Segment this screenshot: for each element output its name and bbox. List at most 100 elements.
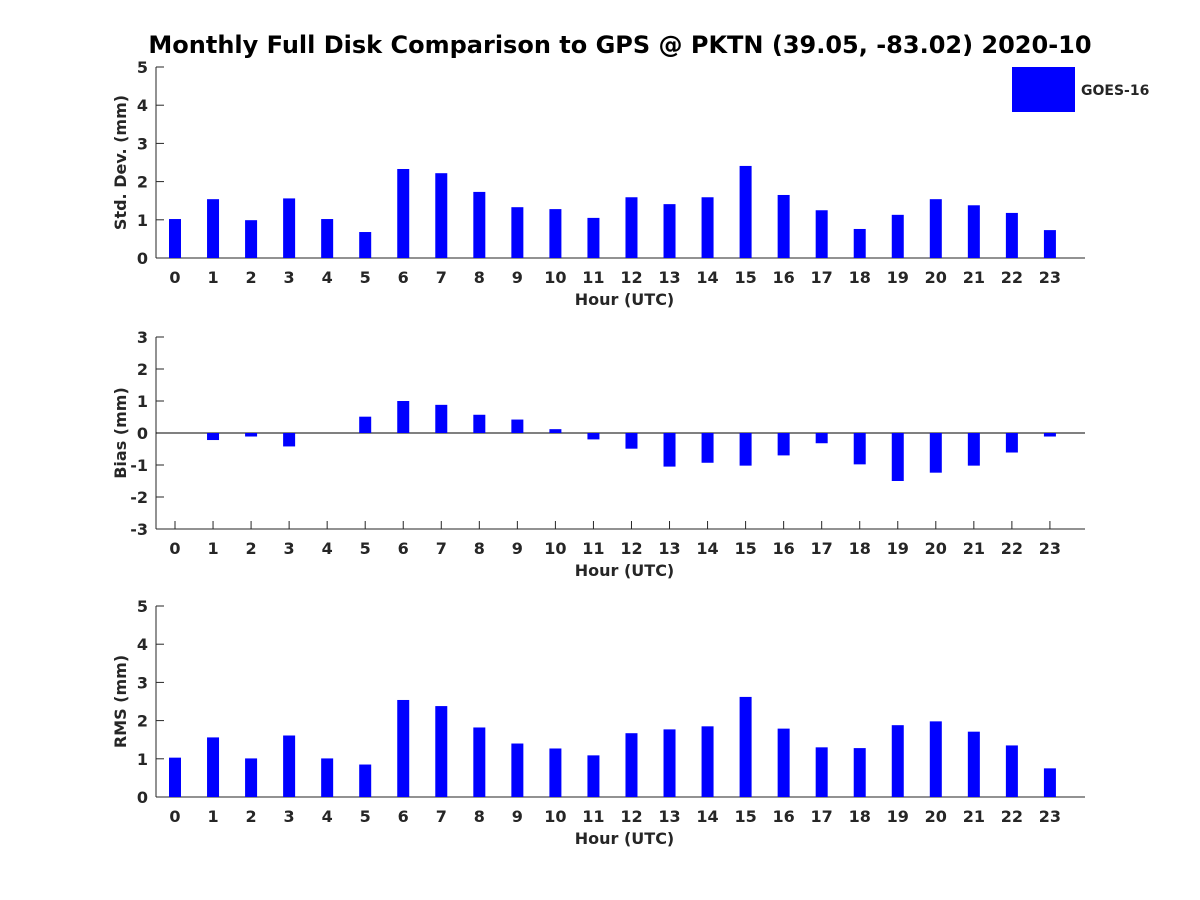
y-tick-label: 4	[137, 635, 148, 654]
x-tick-label: 0	[169, 539, 180, 558]
x-tick-label: 14	[696, 539, 718, 558]
y-tick-label: -1	[130, 456, 148, 475]
bar-hour-19	[891, 433, 904, 481]
bar-hour-10	[549, 209, 562, 258]
x-tick-label: 6	[398, 807, 409, 826]
bar-hour-23	[1043, 433, 1056, 437]
bar-hour-9	[511, 419, 524, 433]
x-tick-label: 18	[849, 268, 871, 287]
x-tick-label: 21	[963, 539, 985, 558]
y-tick-label: 1	[137, 750, 148, 769]
x-axis-label: Hour (UTC)	[575, 829, 675, 848]
bar-hour-14	[701, 197, 714, 258]
bar-hour-14	[701, 726, 714, 797]
y-tick-label: 5	[137, 597, 148, 616]
y-axis-label: Bias (mm)	[111, 387, 130, 479]
y-tick-label: 1	[137, 392, 148, 411]
bar-hour-6	[397, 401, 410, 433]
x-tick-label: 19	[887, 539, 909, 558]
bar-hour-9	[511, 743, 524, 797]
x-tick-label: 10	[544, 268, 566, 287]
y-tick-label: 2	[137, 360, 148, 379]
legend-label: GOES-16	[1081, 83, 1149, 99]
bar-hour-1	[207, 737, 220, 797]
bar-hour-19	[891, 725, 904, 797]
y-tick-label: 0	[137, 424, 148, 443]
x-tick-label: 13	[658, 539, 680, 558]
x-tick-label: 3	[284, 807, 295, 826]
bar-hour-22	[1005, 745, 1018, 797]
x-tick-label: 19	[887, 807, 909, 826]
x-tick-label: 8	[474, 268, 485, 287]
legend-swatch	[1012, 67, 1075, 112]
x-tick-label: 12	[620, 539, 642, 558]
bar-hour-5	[359, 764, 372, 797]
bar-hour-16	[777, 194, 790, 258]
bar-hour-7	[435, 706, 448, 797]
bar-hour-5	[359, 232, 372, 258]
x-axis-label: Hour (UTC)	[575, 561, 675, 580]
x-tick-label: 0	[169, 268, 180, 287]
x-tick-label: 14	[696, 268, 718, 287]
bar-hour-20	[929, 199, 942, 258]
bar-hour-9	[511, 207, 524, 258]
bar-hour-10	[549, 748, 562, 797]
bar-hour-17	[815, 433, 828, 444]
bar-hour-18	[853, 228, 866, 258]
x-tick-label: 5	[360, 268, 371, 287]
bar-hour-11	[587, 217, 600, 258]
y-tick-label: -3	[130, 520, 148, 539]
bar-hour-20	[929, 721, 942, 797]
bar-hour-3	[283, 735, 296, 797]
x-tick-label: 5	[360, 539, 371, 558]
x-tick-label: 0	[169, 807, 180, 826]
x-tick-label: 1	[207, 539, 218, 558]
bar-hour-11	[587, 755, 600, 797]
bar-hour-7	[435, 173, 448, 258]
bar-hour-22	[1005, 433, 1018, 453]
x-tick-label: 9	[512, 539, 523, 558]
x-tick-label: 4	[322, 268, 333, 287]
x-tick-label: 15	[734, 539, 756, 558]
bar-hour-14	[701, 433, 714, 463]
bar-hour-11	[587, 433, 600, 440]
x-tick-label: 4	[322, 807, 333, 826]
x-tick-label: 23	[1039, 539, 1061, 558]
x-tick-label: 20	[925, 268, 947, 287]
bar-hour-12	[625, 733, 638, 797]
y-tick-label: 5	[137, 58, 148, 77]
bar-hour-16	[777, 433, 790, 456]
bar-hour-0	[169, 219, 181, 258]
x-tick-label: 11	[582, 268, 604, 287]
x-tick-label: 8	[474, 539, 485, 558]
x-tick-label: 4	[322, 539, 333, 558]
x-tick-label: 15	[734, 268, 756, 287]
x-tick-label: 17	[811, 268, 833, 287]
bar-hour-2	[245, 220, 258, 258]
bar-hour-13	[663, 433, 676, 467]
x-tick-label: 1	[207, 268, 218, 287]
x-tick-label: 2	[246, 807, 257, 826]
x-tick-label: 2	[246, 539, 257, 558]
bar-hour-4	[321, 758, 334, 797]
y-tick-label: 2	[137, 712, 148, 731]
x-tick-label: 23	[1039, 268, 1061, 287]
bar-hour-3	[283, 198, 296, 258]
chart-title: Monthly Full Disk Comparison to GPS @ PK…	[148, 31, 1091, 59]
x-tick-label: 21	[963, 807, 985, 826]
x-tick-label: 16	[773, 807, 795, 826]
x-tick-label: 13	[658, 807, 680, 826]
x-tick-label: 10	[544, 539, 566, 558]
bar-hour-20	[929, 433, 942, 473]
bar-hour-19	[891, 214, 904, 258]
bar-hour-15	[739, 696, 752, 797]
bar-hour-4	[321, 219, 334, 258]
bar-hour-23	[1043, 768, 1056, 797]
x-tick-label: 12	[620, 807, 642, 826]
x-tick-label: 16	[773, 268, 795, 287]
y-tick-label: 3	[137, 134, 148, 153]
